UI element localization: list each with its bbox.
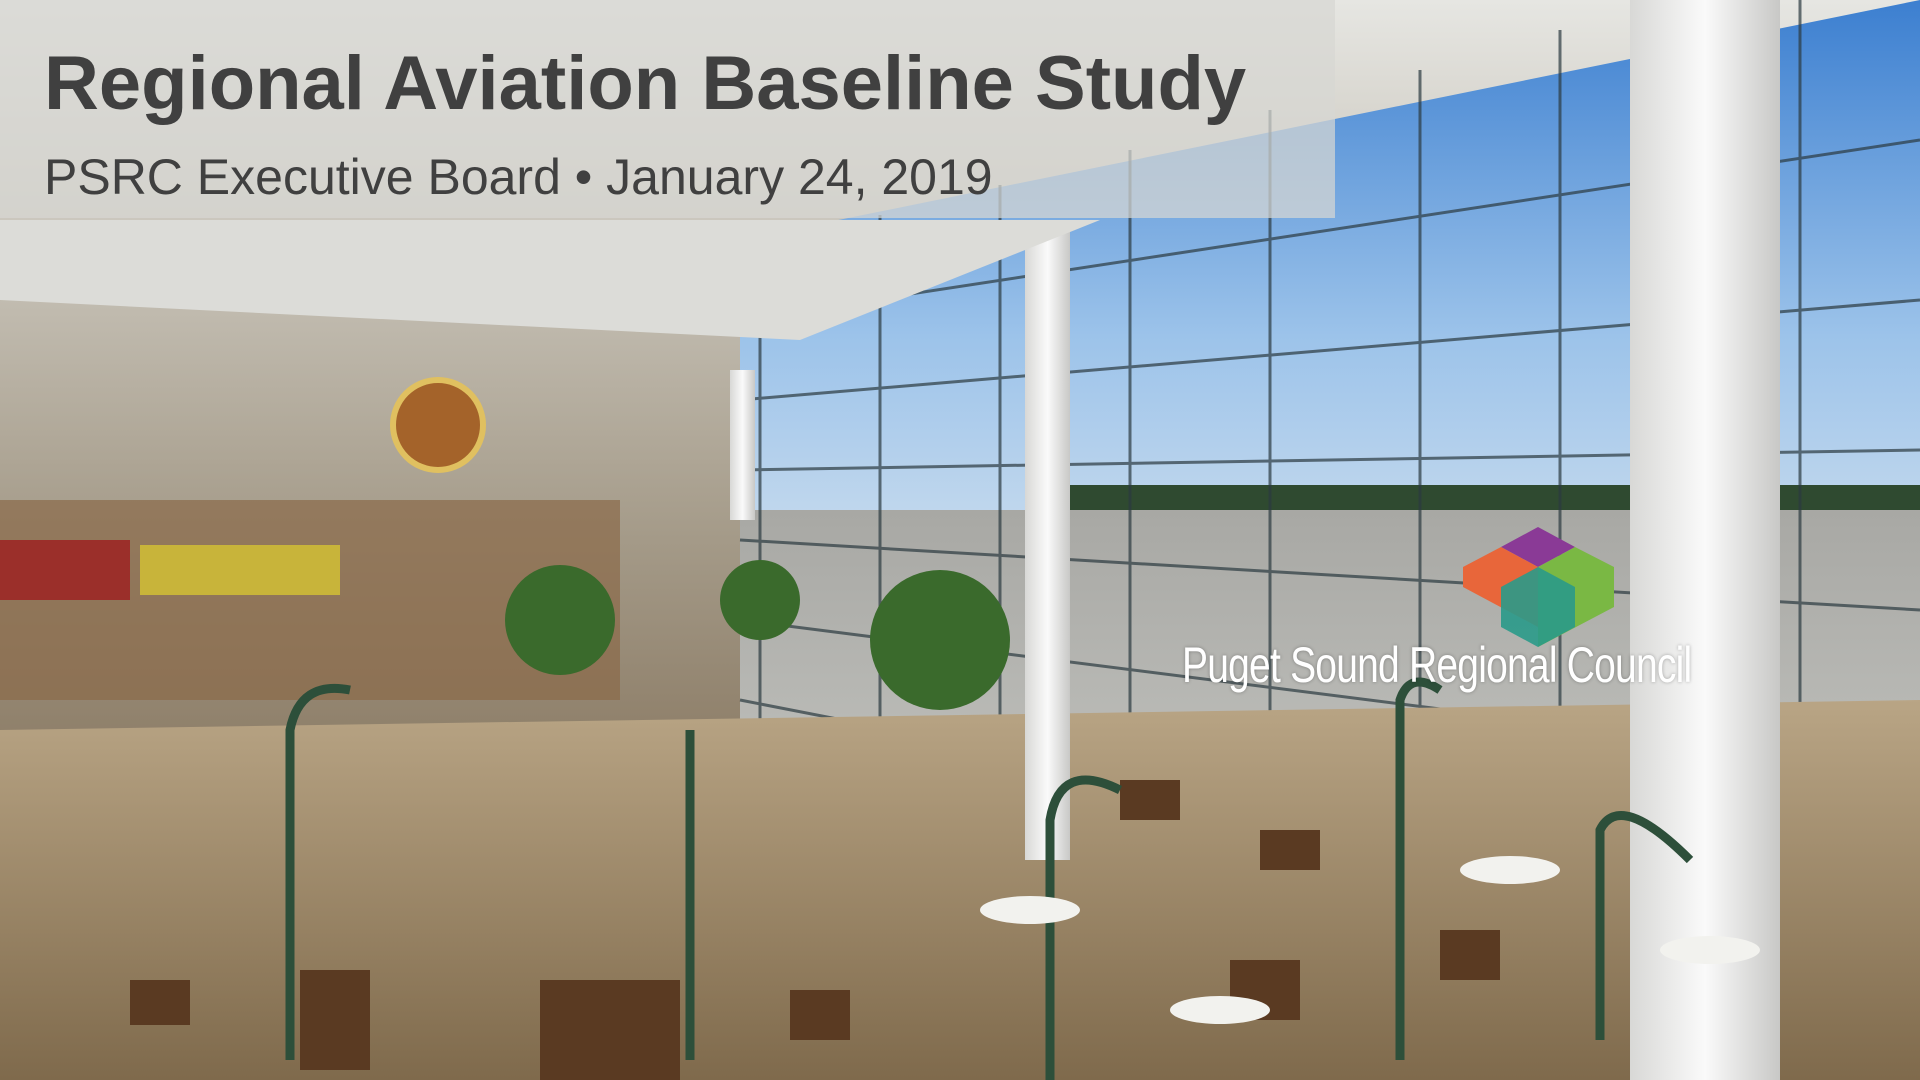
slide-title: Regional Aviation Baseline Study xyxy=(44,40,1246,127)
logo-text: Puget Sound Regional Council xyxy=(1182,636,1691,694)
slide: Regional Aviation Baseline Study PSRC Ex… xyxy=(0,0,1920,1080)
title-banner: Regional Aviation Baseline Study PSRC Ex… xyxy=(0,0,1335,218)
slide-subtitle: PSRC Executive Board • January 24, 2019 xyxy=(44,148,993,206)
